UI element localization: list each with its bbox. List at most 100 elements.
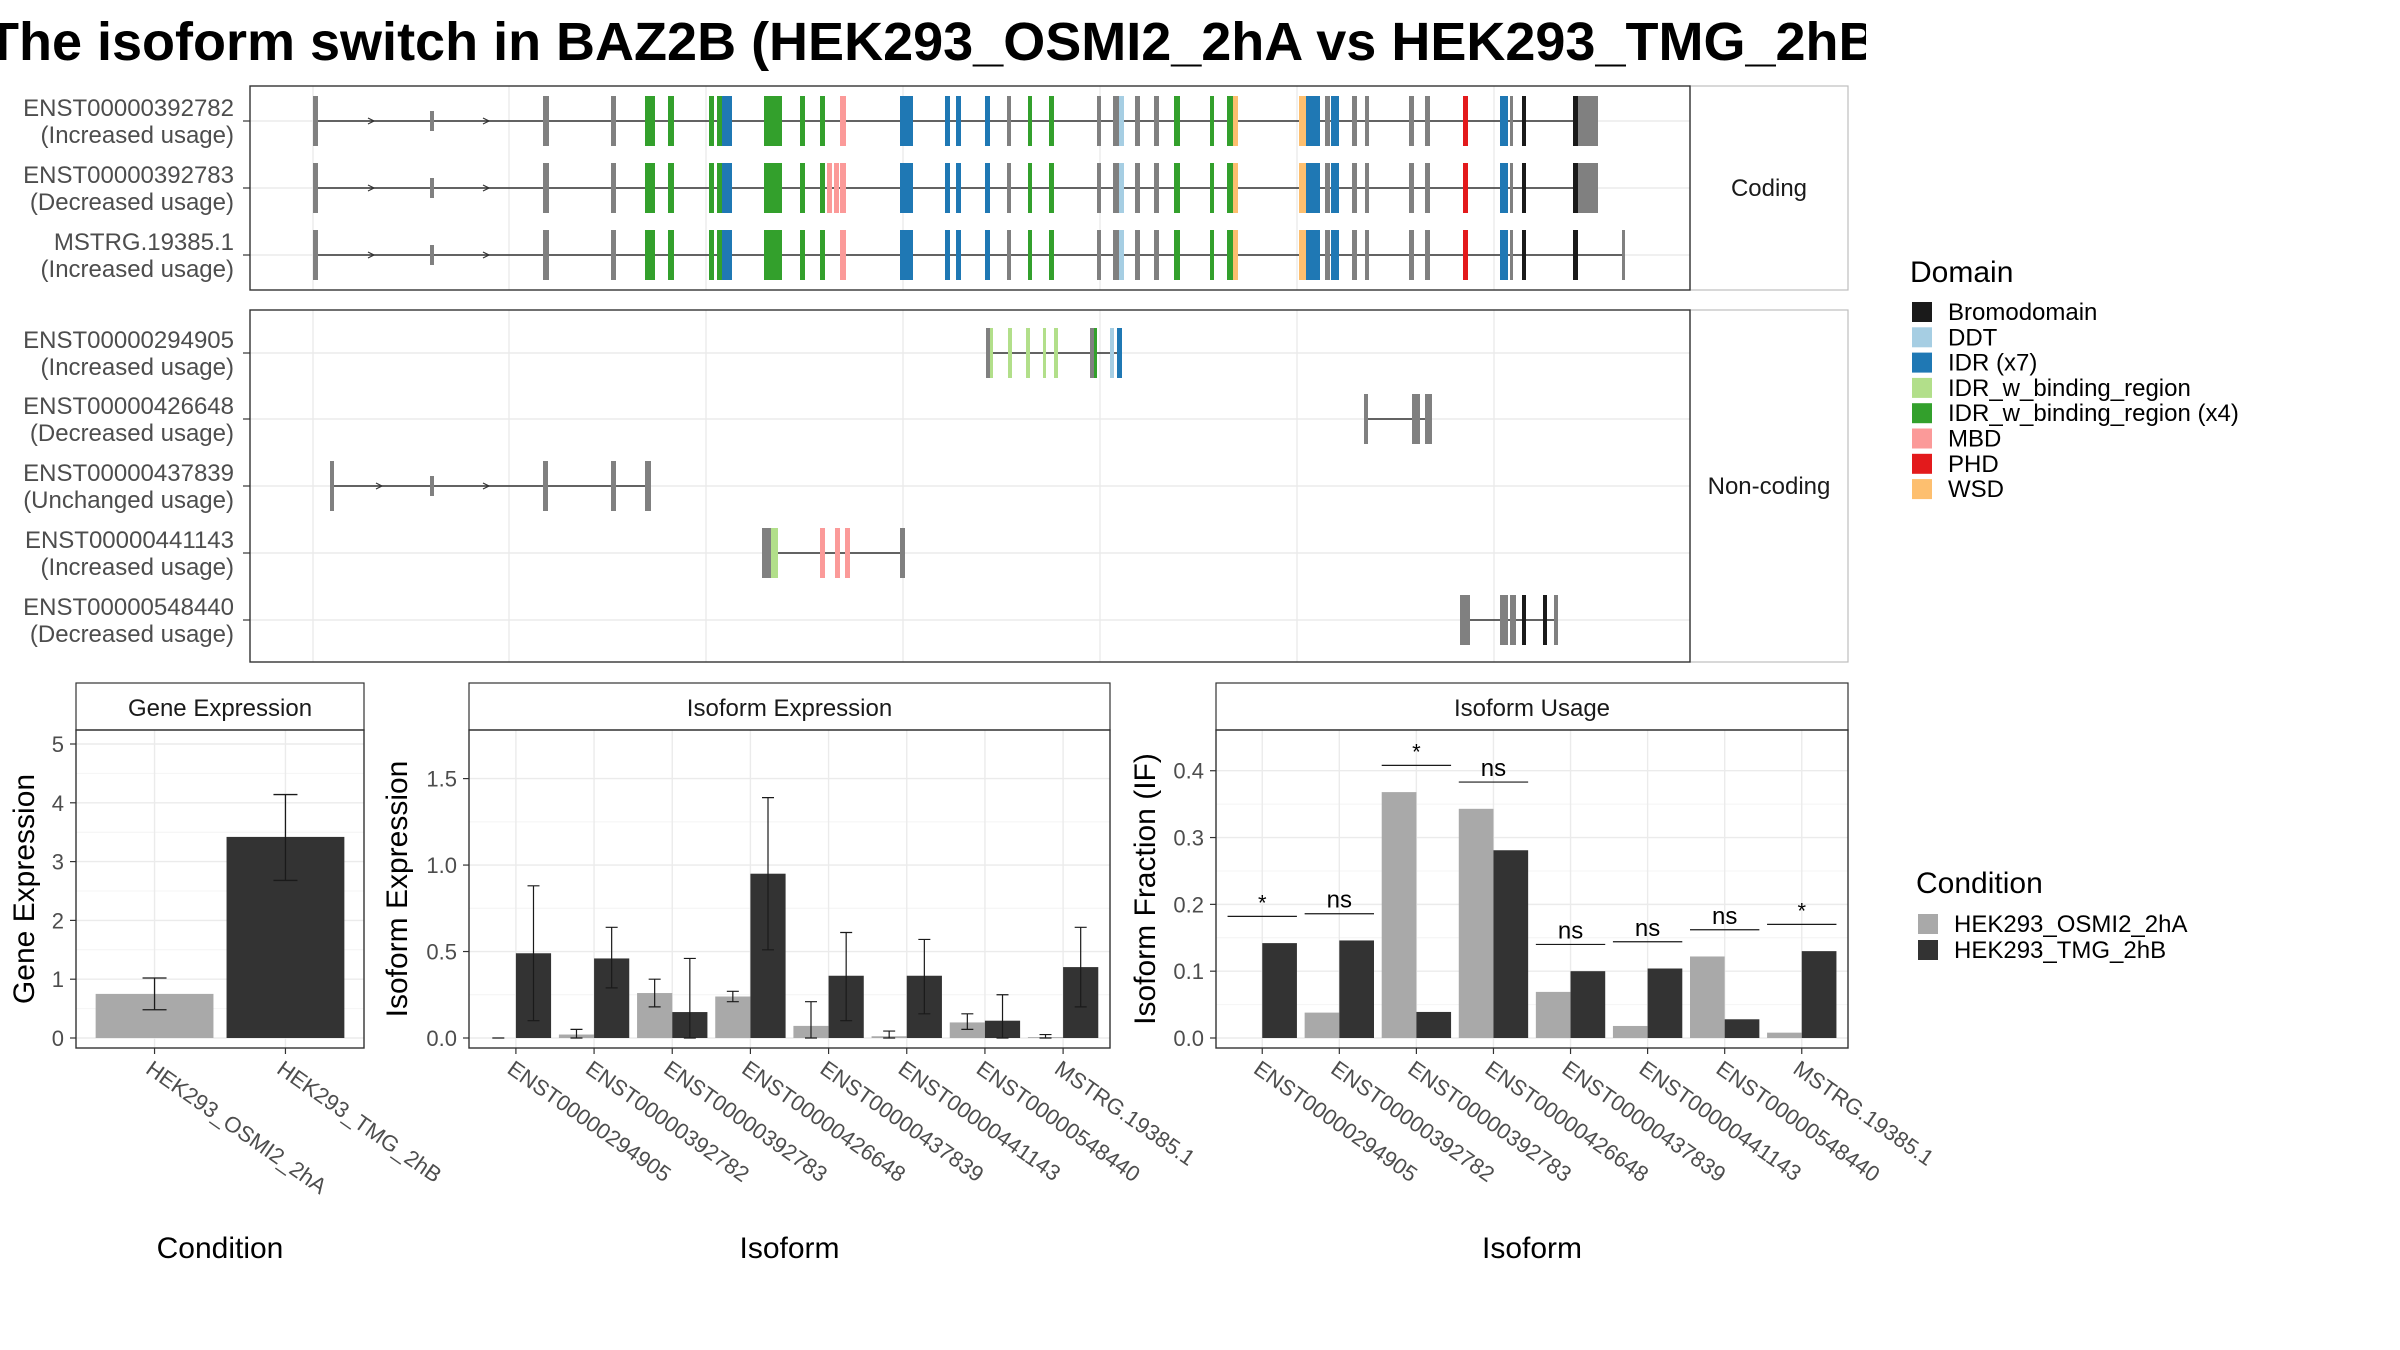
exon <box>543 96 549 146</box>
exon <box>762 528 771 578</box>
bar <box>1767 1032 1802 1038</box>
idr-binding-region-x4-domain <box>1210 230 1214 280</box>
legend-domain-label: PHD <box>1948 451 1999 478</box>
legend-domain-swatch <box>1912 377 1932 398</box>
significance-label: * <box>1412 739 1421 764</box>
idr-binding-region-domain <box>1026 328 1030 378</box>
idr-binding-region-domain <box>1054 328 1058 378</box>
error-bar <box>142 977 167 1011</box>
idr-domain <box>985 163 990 213</box>
idr-binding-region-x4-domain <box>709 163 714 213</box>
y-tick-label: 0.2 <box>1173 892 1204 917</box>
intron-arrow <box>482 184 491 192</box>
bar <box>1612 1025 1648 1038</box>
exon <box>1097 163 1101 213</box>
idr-domain <box>900 96 913 146</box>
bar <box>949 1022 985 1038</box>
idr-binding-region-x4-domain <box>717 96 722 146</box>
idr-binding-region-x4-domain <box>820 163 825 213</box>
exon <box>611 461 616 511</box>
exon <box>1582 163 1598 213</box>
legend-domain-label: MBD <box>1948 426 2001 453</box>
mbd-domain <box>840 230 846 280</box>
exon <box>313 230 318 280</box>
idr-binding-region-x4-domain <box>1028 96 1032 146</box>
bar <box>1801 951 1837 1038</box>
error-bar <box>605 926 618 989</box>
bar <box>1647 968 1683 1038</box>
exon <box>1425 96 1430 146</box>
transcript-usage-label: (Increased usage) <box>41 354 234 381</box>
exon <box>1325 163 1330 213</box>
idr-binding-region-x4-domain <box>645 96 655 146</box>
exon <box>1352 96 1357 146</box>
exon <box>1113 96 1119 146</box>
exon <box>1622 230 1625 280</box>
ddt-domain <box>1119 230 1124 280</box>
transcripts <box>330 328 1558 645</box>
error-bar <box>918 938 931 1015</box>
exon <box>1352 230 1357 280</box>
bromodomain-domain <box>1522 163 1526 213</box>
idr-binding-region-x4-domain <box>1049 163 1054 213</box>
panel-border <box>1215 729 1849 1049</box>
bar <box>1690 956 1725 1038</box>
wsd-domain <box>1299 96 1306 146</box>
idr-binding-region-x4-domain <box>1227 96 1233 146</box>
exon <box>1409 163 1414 213</box>
idr-binding-region-x4-domain <box>764 230 782 280</box>
idr-binding-region-x4-domain <box>1210 163 1214 213</box>
idr-domain <box>1500 163 1508 213</box>
legend-condition-label: HEK293_TMG_2hB <box>1954 937 2166 964</box>
mbd-domain <box>820 528 825 578</box>
legend-domain-swatch <box>1912 327 1932 348</box>
panel-border <box>75 729 365 1049</box>
exon <box>1113 163 1119 213</box>
error-bar <box>273 793 298 882</box>
plot-background <box>1216 730 1848 1048</box>
exon <box>1007 230 1011 280</box>
significance-label: ns <box>1712 903 1737 930</box>
exon <box>1425 230 1430 280</box>
exon <box>1135 96 1140 146</box>
phd-domain <box>1463 230 1468 280</box>
exon <box>1135 163 1140 213</box>
transcript-usage-label: (Increased usage) <box>41 256 234 283</box>
error-bar <box>961 1013 974 1030</box>
facet-strip <box>75 682 365 731</box>
bromodomain-domain <box>1543 595 1547 645</box>
exon <box>1097 96 1101 146</box>
error-bar <box>996 994 1009 1039</box>
idr-binding-region-x4-domain <box>668 163 674 213</box>
idr-domain <box>1306 96 1320 146</box>
panel-border <box>468 729 1111 1049</box>
transcript-usage-label: (Unchanged usage) <box>23 487 234 514</box>
ddt-domain <box>1119 96 1124 146</box>
error-bar <box>683 957 696 1039</box>
idr-binding-region-x4-domain <box>668 96 674 146</box>
exon <box>430 476 434 496</box>
transcript-id-label: MSTRG.19385.1 <box>54 229 234 256</box>
mbd-domain <box>840 96 846 146</box>
legend-condition-title: Condition <box>1916 867 2043 900</box>
exon <box>1364 394 1368 444</box>
transcript-usage-label: (Increased usage) <box>41 554 234 581</box>
idr-binding-region-x4-domain <box>764 96 782 146</box>
expression-charts: 012345HEK293_OSMI2_2hAHEK293_TMG_2hBGene… <box>8 682 1938 1265</box>
y-axis-label: Isoform Fraction (IF) <box>1129 753 1162 1025</box>
chart-panel-2: 0.00.51.01.5ENST00000294905ENST000003927… <box>381 682 1200 1265</box>
idr-domain <box>945 163 950 213</box>
exon <box>1365 230 1369 280</box>
y-tick-label: 1 <box>52 967 64 992</box>
transcript-id-label: ENST00000548440 <box>23 594 234 621</box>
legend-domain-swatch <box>1912 403 1932 424</box>
idr-binding-region-x4-domain <box>1049 230 1054 280</box>
idr-binding-region-x4-domain <box>709 230 714 280</box>
y-tick-label: 0.4 <box>1173 759 1204 784</box>
transcript-usage-label: (Increased usage) <box>41 122 234 149</box>
y-tick-label: 4 <box>52 791 64 816</box>
idr-domain <box>1500 96 1508 146</box>
idr-binding-region-x4-domain <box>709 96 714 146</box>
idr-domain <box>945 230 950 280</box>
